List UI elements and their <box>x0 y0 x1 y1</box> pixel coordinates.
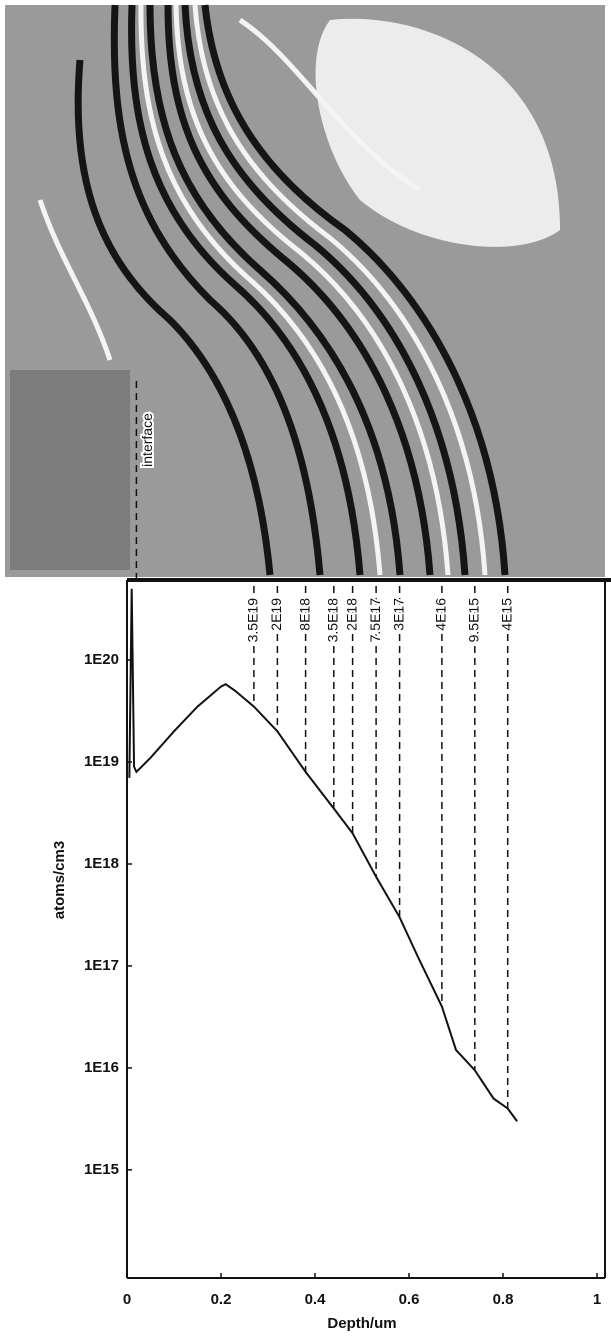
y-tick-label: 1E18 <box>84 855 119 872</box>
x-tick-label: 0 <box>123 1291 131 1308</box>
annotation-label: 2E19 <box>268 598 284 631</box>
annotation-label: 4E15 <box>498 598 514 631</box>
annotation-label: 4E16 <box>433 598 449 631</box>
x-axis-title: Depth/um <box>327 1315 396 1332</box>
hologram-image <box>5 4 605 577</box>
x-tick-label: 0.4 <box>305 1291 327 1308</box>
y-axis-title: atoms/cm3 <box>51 841 68 919</box>
annotation-label: 3.5E19 <box>245 598 261 643</box>
y-tick-label: 1E16 <box>84 1059 119 1076</box>
annotation-label: 2E18 <box>343 598 359 631</box>
annotation-label: 9.5E15 <box>466 598 482 643</box>
annotation-label: 8E18 <box>296 598 312 631</box>
data-line <box>128 588 518 1122</box>
x-tick-label: 0.8 <box>493 1291 514 1308</box>
annotation-label: 3.5E18 <box>325 598 341 643</box>
annotation-label: 3E17 <box>390 598 406 631</box>
x-tick-label: 0.6 <box>399 1291 420 1308</box>
y-tick-label: 1E15 <box>84 1161 119 1178</box>
y-tick-label: 1E19 <box>84 753 119 770</box>
interface-label: interface <box>139 413 155 467</box>
y-tick-label: 1E17 <box>84 957 119 974</box>
y-tick-label: 1E20 <box>84 651 119 668</box>
x-tick-label: 1 <box>593 1291 601 1308</box>
x-tick-label: 0.2 <box>211 1291 232 1308</box>
annotation-label: 7.5E17 <box>367 598 383 643</box>
